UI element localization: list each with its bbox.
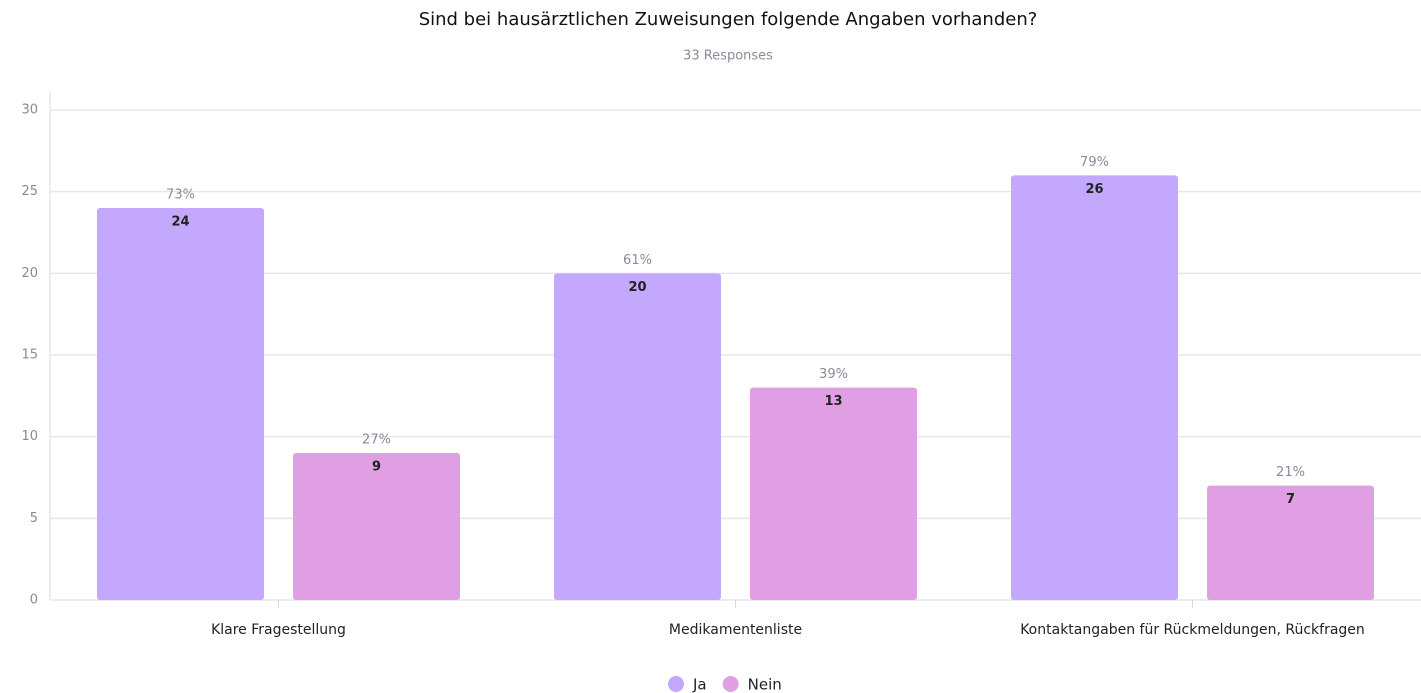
value-label: 9 [372, 460, 381, 475]
y-tick-label: 0 [30, 593, 38, 608]
value-label: 26 [1085, 182, 1103, 197]
legend-swatch [668, 676, 684, 692]
y-tick-label: 30 [21, 103, 38, 118]
legend-label: Ja [692, 676, 707, 693]
y-tick-label: 25 [21, 184, 38, 199]
percent-label: 39% [819, 367, 848, 382]
legend-swatch [722, 676, 739, 692]
bar [97, 208, 264, 600]
value-label: 24 [171, 215, 189, 230]
chart-title: Sind bei hausärztlichen Zuweisungen folg… [419, 9, 1038, 30]
chart-subtitle: 33 Responses [683, 49, 773, 64]
x-tick-label: Medikamentenliste [669, 622, 802, 638]
value-label: 20 [628, 280, 646, 295]
bar [554, 273, 721, 600]
bar [1207, 485, 1374, 600]
legend-label: Nein [748, 676, 782, 693]
value-label: 13 [824, 394, 842, 409]
y-tick-label: 20 [21, 266, 38, 281]
percent-label: 21% [1276, 465, 1305, 480]
bar [750, 387, 917, 600]
bar [1011, 175, 1178, 601]
percent-label: 73% [166, 188, 195, 203]
y-tick-label: 10 [21, 429, 38, 444]
value-label: 7 [1286, 492, 1295, 507]
x-tick-label: Klare Fragestellung [211, 622, 346, 638]
bar [293, 453, 460, 600]
y-tick-label: 15 [21, 348, 38, 363]
percent-label: 79% [1080, 155, 1109, 170]
percent-label: 61% [623, 253, 652, 268]
percent-label: 27% [362, 433, 391, 448]
x-tick-label: Kontaktangaben für Rückmeldungen, Rückfr… [1020, 622, 1365, 638]
y-tick-label: 5 [30, 511, 38, 526]
